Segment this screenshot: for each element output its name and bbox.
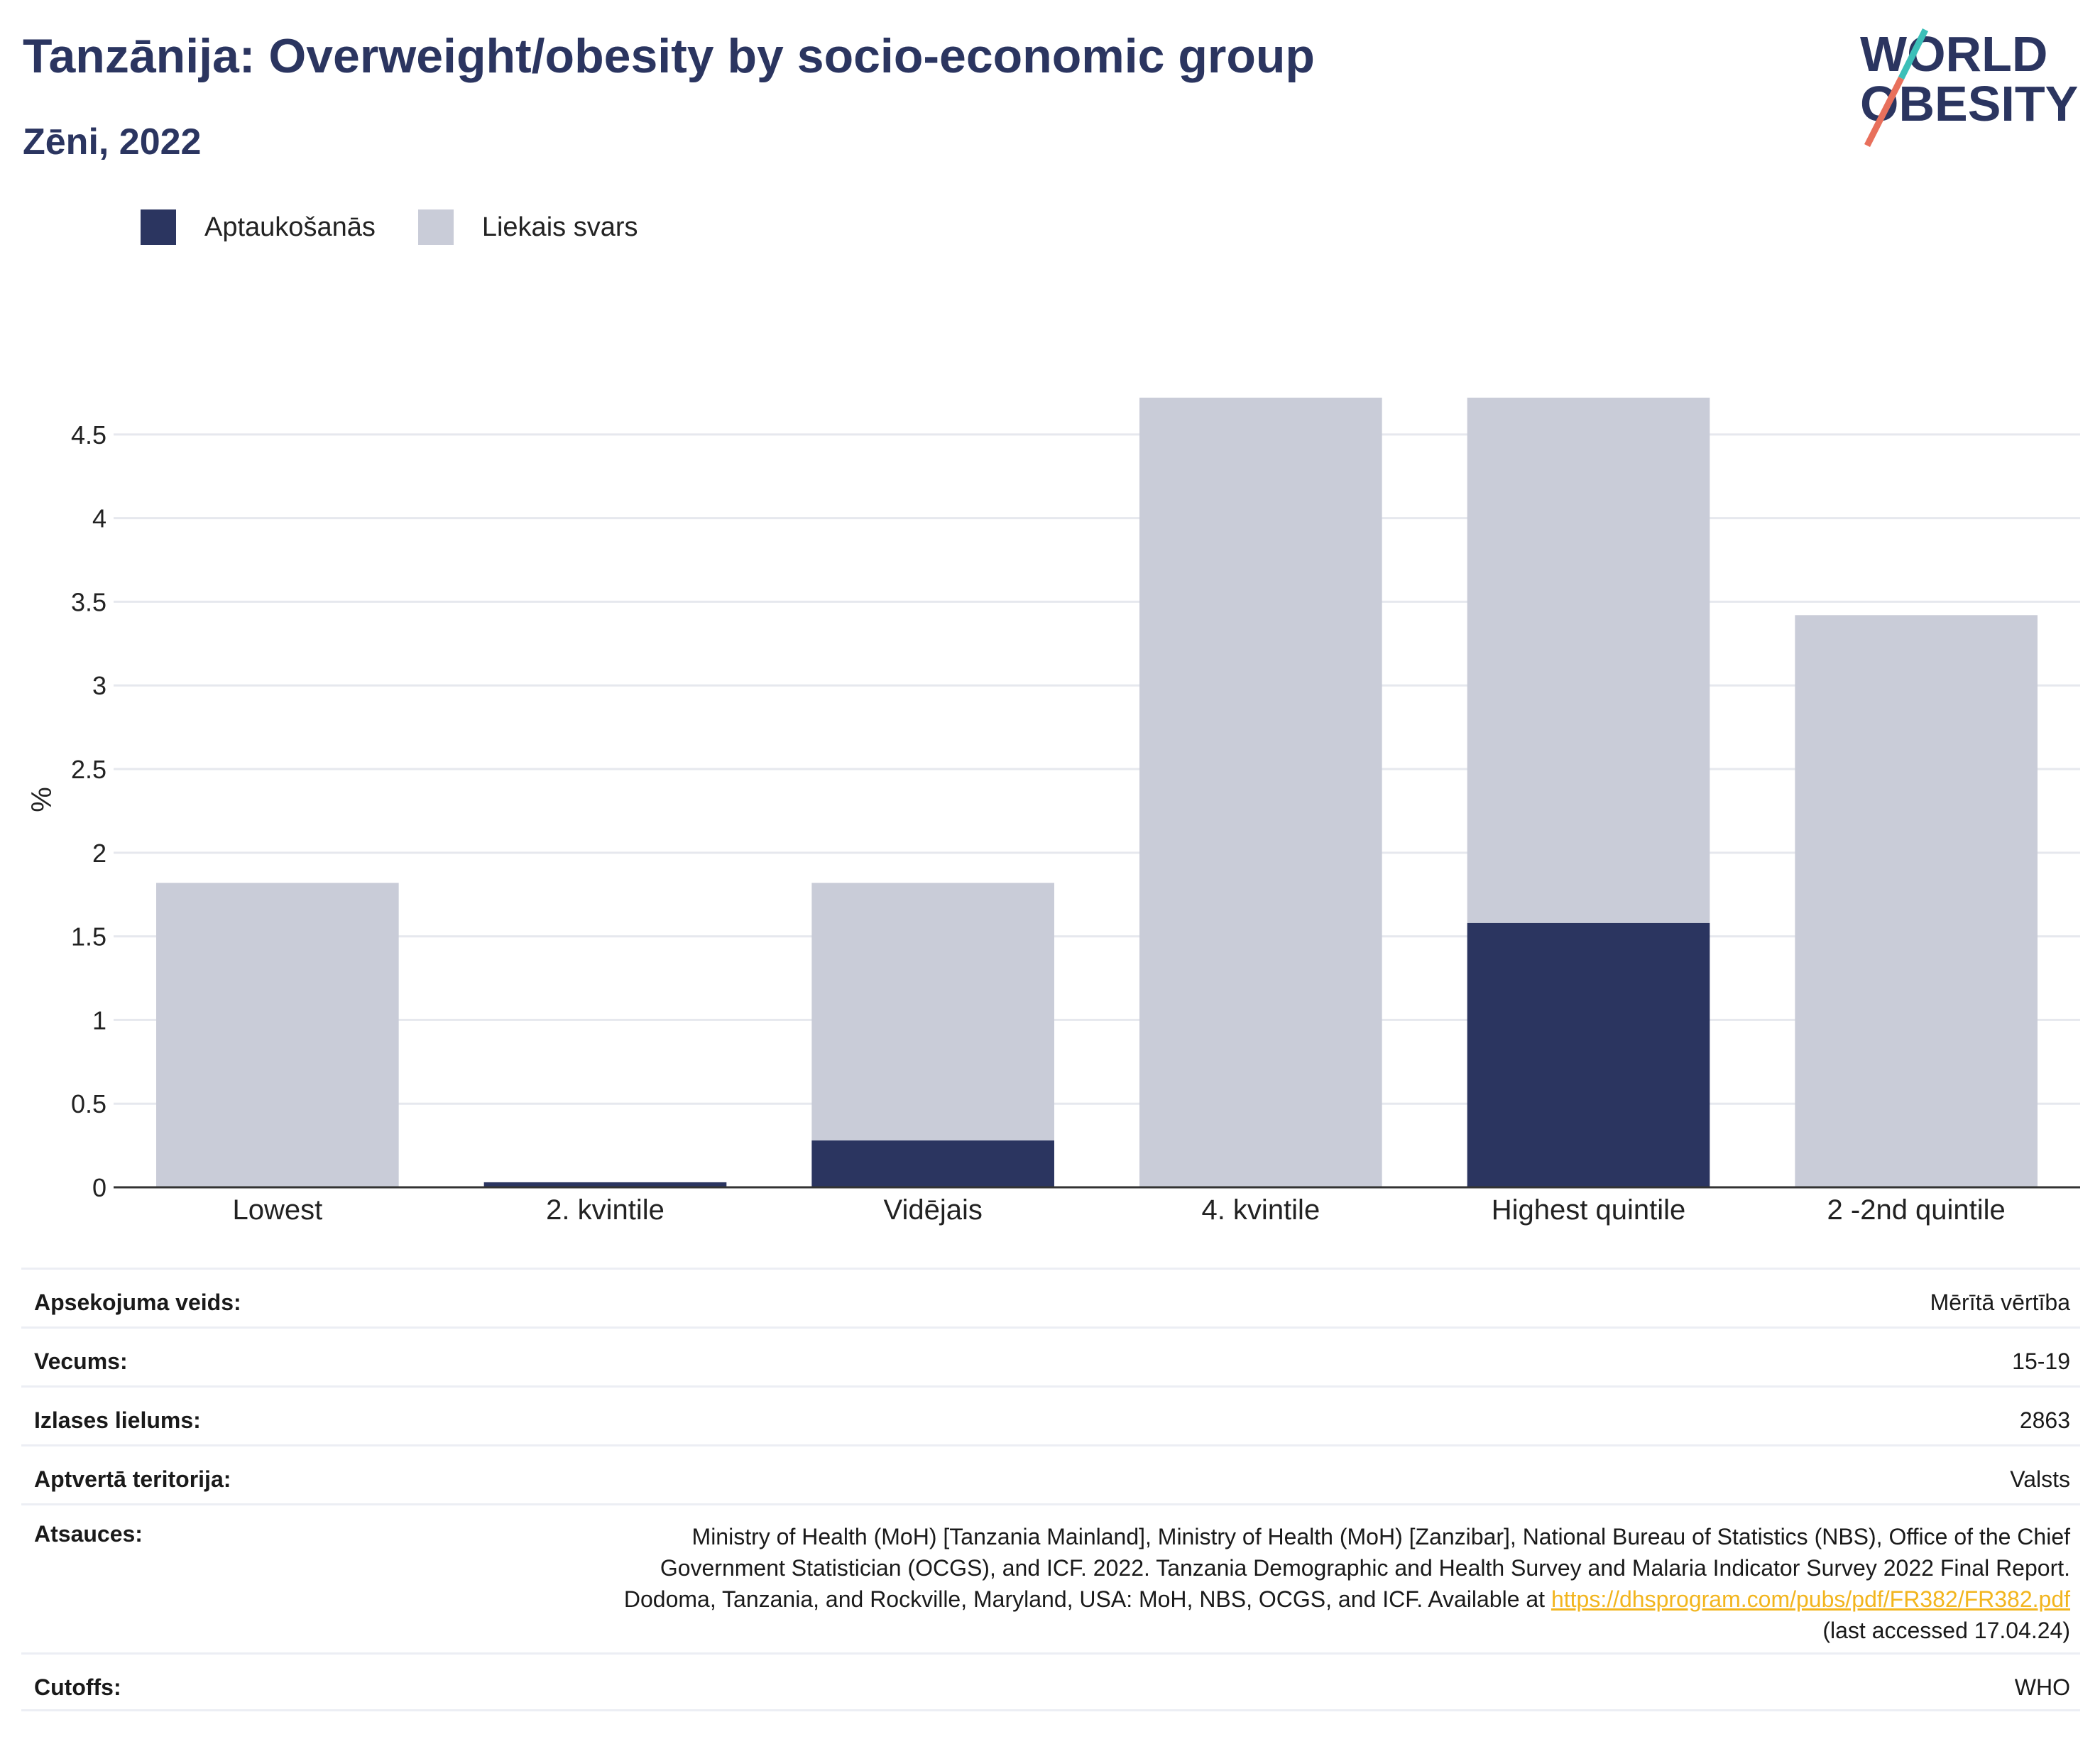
meta-label: Aptvertā teritorija: (34, 1466, 231, 1492)
meta-row-sample-size: Izlases lielums: 2863 (21, 1385, 2080, 1444)
meta-row-references: Atsauces: Ministry of Health (MoH) [Tanz… (21, 1503, 2080, 1652)
bar-obesity (1467, 922, 1710, 1187)
page-subtitle: Zēni, 2022 (23, 121, 202, 163)
bar-obesity (483, 1182, 727, 1187)
legend-swatch-overweight (417, 209, 454, 245)
bar-overweight (1139, 398, 1382, 1187)
meta-value: Ministry of Health (MoH) [Tanzania Mainl… (615, 1521, 2080, 1652)
page-title: Tanzānija: Overweight/obesity by socio-e… (23, 29, 1315, 83)
reference-text: Ministry of Health (MoH) [Tanzania Mainl… (623, 1524, 2070, 1612)
meta-value: Mērītā vērtība (1930, 1290, 2070, 1315)
x-tick-label: 2 -2nd quintile (1827, 1194, 2006, 1226)
y-tick-label: 2 (92, 839, 106, 868)
x-tick-label: 4. kvintile (1201, 1194, 1320, 1226)
legend-swatch-obesity (141, 209, 176, 245)
meta-row-age: Vecums: 15-19 (21, 1326, 2080, 1385)
meta-label: Apsekojuma veids: (34, 1290, 241, 1315)
meta-label: Vecums: (34, 1348, 128, 1374)
x-tick-label: Vidējais (883, 1194, 982, 1226)
legend-label-overweight: Liekais svars (481, 212, 638, 242)
meta-row-survey-type: Apsekojuma veids: Mērītā vērtība (21, 1268, 2080, 1326)
meta-value: 2863 (2019, 1407, 2070, 1433)
y-tick-label: 3.5 (71, 587, 106, 616)
reference-link[interactable]: https://dhsprogram.com/pubs/pdf/FR382/FR… (1551, 1586, 2070, 1612)
y-tick-label: 2.5 (71, 755, 106, 784)
bar-overweight (1795, 615, 2038, 1187)
x-tick-label: Lowest (232, 1194, 322, 1226)
y-tick-label: 0.5 (71, 1089, 106, 1118)
meta-value: WHO (2014, 1674, 2070, 1700)
y-tick-label: 3 (92, 671, 106, 700)
world-obesity-logo: WORLD OBESITY (1860, 26, 2078, 148)
meta-value: Valsts (2010, 1466, 2070, 1492)
y-tick-label: 0 (92, 1173, 106, 1202)
y-tick-label: 4 (92, 504, 106, 533)
meta-row-cutoffs: Cutoffs: WHO (21, 1652, 2080, 1711)
x-tick-label: 2. kvintile (546, 1194, 665, 1226)
bar-overweight (811, 883, 1054, 1141)
svg-text:WORLD: WORLD (1860, 26, 2047, 82)
chart-legend: Aptaukošanās Liekais svars (141, 209, 680, 245)
svg-text:OBESITY: OBESITY (1860, 76, 2078, 131)
reference-suffix: (last accessed 17.04.24) (1822, 1618, 2070, 1643)
x-tick-label: Highest quintile (1492, 1194, 1686, 1226)
bar-obesity (811, 1140, 1054, 1187)
metadata-table: Apsekojuma veids: Mērītā vērtība Vecums:… (21, 1268, 2080, 1711)
meta-label: Cutoffs: (34, 1674, 121, 1700)
bar-overweight (1467, 398, 1710, 923)
meta-value: 15-19 (2012, 1348, 2070, 1374)
meta-label: Atsauces: (34, 1521, 143, 1547)
y-tick-label: 4.5 (71, 420, 106, 449)
y-tick-label: 1 (92, 1006, 106, 1035)
y-axis-label: % (26, 787, 58, 812)
legend-label-obesity: Aptaukošanās (204, 212, 376, 242)
bar-overweight (156, 883, 399, 1187)
bar-chart: 0 0.5 1 1.5 2 2.5 3 3.5 4 4.5% Lowest 2. kvintile Vi… (26, 398, 2080, 1226)
y-tick-label: 1.5 (71, 922, 106, 952)
meta-row-area: Aptvertā teritorija: Valsts (21, 1444, 2080, 1503)
meta-label: Izlases lielums: (34, 1407, 201, 1433)
